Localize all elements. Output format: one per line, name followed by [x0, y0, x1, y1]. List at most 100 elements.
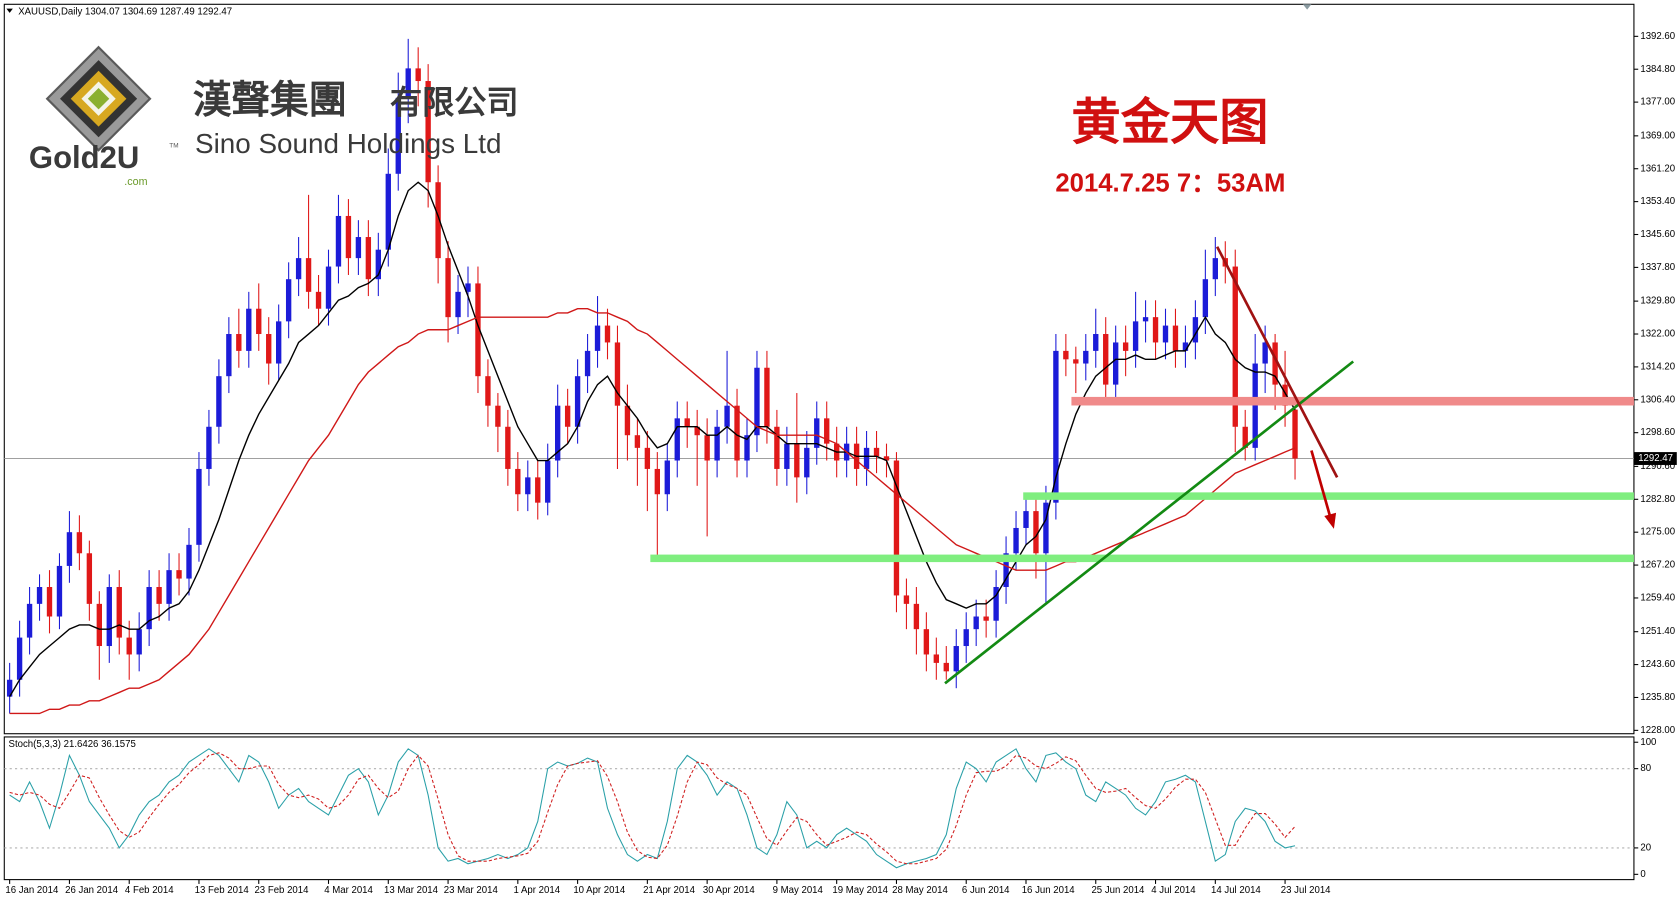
candle-body	[824, 418, 830, 444]
y-tick-label: 1228.00	[1640, 725, 1675, 736]
x-tick-label: 14 Jul 2014	[1211, 885, 1261, 896]
candle-body	[1242, 426, 1248, 448]
logo-text: Gold2U	[29, 140, 139, 175]
candle-body	[276, 321, 282, 364]
candle-body	[1103, 334, 1109, 385]
candle-body	[455, 291, 461, 318]
candle-body	[1122, 342, 1129, 351]
candle-body	[136, 629, 142, 655]
candle-body	[16, 637, 23, 680]
candle-body	[1073, 359, 1079, 364]
trend-line	[944, 360, 1355, 685]
candle-body	[863, 447, 870, 469]
candle-body	[1262, 342, 1268, 364]
stoch-title: Stoch(5,3,3) 21.6426 36.1575	[9, 739, 136, 750]
candle-body	[943, 662, 949, 672]
candle-body	[206, 426, 212, 469]
candle-body	[574, 376, 581, 427]
y-tick-label: 1243.60	[1640, 659, 1675, 670]
candle-body	[734, 405, 740, 461]
candle-body	[236, 334, 242, 351]
y-tick-label: 1290.60	[1640, 461, 1675, 472]
candle-body	[415, 68, 421, 82]
candle-body	[96, 603, 102, 647]
candle-body	[933, 654, 939, 663]
y-tick-label: 1275.00	[1640, 527, 1675, 538]
y-tick-label: 1345.60	[1640, 229, 1675, 240]
candle-body	[76, 532, 83, 554]
stoch-line	[9, 752, 1296, 865]
x-tick-label: 19 May 2014	[832, 885, 888, 896]
y-tick-label: 80	[1640, 763, 1651, 774]
candle-body	[515, 468, 521, 495]
candle-body	[146, 586, 152, 630]
y-tick-label: 0	[1640, 869, 1645, 880]
candle-body	[435, 182, 441, 259]
candle-body	[216, 376, 222, 427]
x-tick-label: 16 Jun 2014	[1022, 885, 1076, 896]
candle-body	[1003, 553, 1009, 587]
y-tick-label: 20	[1640, 842, 1651, 853]
y-tick-label: 1259.40	[1640, 593, 1675, 604]
candle-body	[166, 570, 172, 604]
candle-body	[46, 586, 53, 617]
candle-body	[485, 376, 491, 406]
logo	[45, 45, 152, 152]
candle-body	[1093, 334, 1099, 351]
price-tag	[1633, 452, 1677, 465]
candle-body	[525, 477, 531, 495]
candle-body	[365, 237, 372, 280]
x-tick-label: 28 May 2014	[892, 885, 948, 896]
candle-body	[754, 367, 760, 436]
candle-body	[445, 258, 451, 318]
candle-body	[176, 570, 182, 579]
candle-body	[256, 308, 262, 335]
stoch-panel	[3, 736, 1635, 881]
candle-body	[654, 468, 660, 495]
candle-body	[684, 418, 690, 427]
y-tick-label: 1314.20	[1640, 361, 1675, 372]
candle-body	[1013, 527, 1019, 554]
candle-body	[86, 553, 93, 604]
candle-body	[295, 258, 302, 280]
candle-body	[246, 308, 252, 351]
candle-body	[285, 279, 292, 322]
company-cn: 漢聲集團	[193, 79, 347, 122]
candle-body	[56, 565, 63, 617]
y-tick-label: 100	[1640, 737, 1656, 748]
candle-body	[126, 637, 132, 655]
x-tick-label: 6 Jun 2014	[962, 885, 1010, 896]
plot-area: 1228.00 1235.80 1243.60 1251.40 1259.40 1267.…	[4, 31, 1677, 896]
candle-body	[883, 456, 890, 461]
x-tick-label: 30 Apr 2014	[703, 885, 756, 896]
candle-body	[1192, 317, 1199, 343]
x-tick-label: 13 Mar 2014	[384, 885, 439, 896]
trend-line	[1215, 246, 1339, 478]
candle-body	[305, 258, 312, 292]
candle-body	[196, 468, 202, 545]
candle-body	[704, 435, 710, 461]
y-tick-label: 1298.60	[1640, 427, 1675, 438]
candle-body	[1252, 363, 1258, 448]
candle-body	[26, 603, 33, 638]
resistance-band	[1071, 396, 1634, 406]
candle-body	[584, 350, 591, 377]
y-tick-label: 1369.00	[1640, 130, 1675, 141]
candle-body	[355, 237, 362, 259]
x-tick-label: 16 Jan 2014	[5, 885, 59, 896]
candle-body	[1232, 266, 1238, 427]
y-tick-label: 1235.80	[1640, 692, 1675, 703]
candle-body	[335, 215, 342, 267]
x-tick-label: 9 May 2014	[773, 885, 824, 896]
candle-body	[674, 418, 680, 461]
candle-body	[315, 291, 322, 309]
candle-body	[664, 460, 670, 495]
candle-body	[1272, 342, 1278, 385]
shift-marker	[1302, 4, 1312, 10]
candle-body	[594, 325, 601, 351]
candle-body	[923, 629, 930, 655]
candle-body	[614, 342, 621, 406]
candle-body	[266, 334, 272, 364]
